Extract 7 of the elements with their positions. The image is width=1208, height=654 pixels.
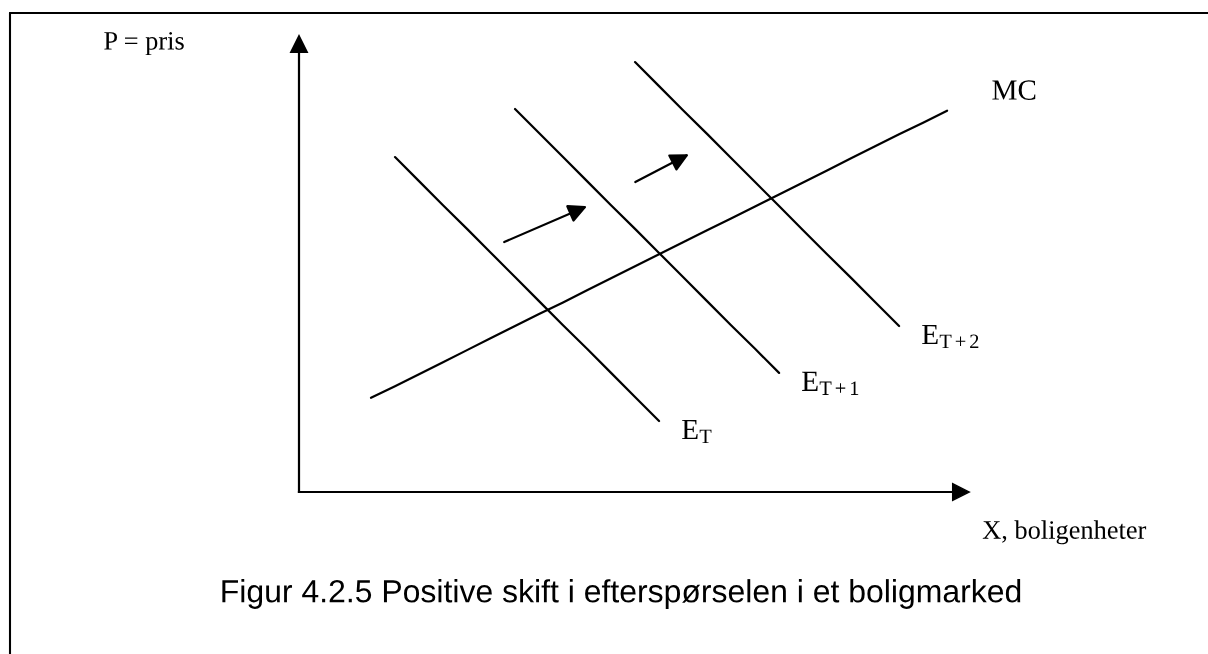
series-label: E$_{T+1}$ xyxy=(802,371,859,395)
text: Figur 4.2.5 Positive skift i efterspørselen i et boligmarked xyxy=(222,579,1021,609)
x-axis-title: X, boligenheter xyxy=(982,520,1147,545)
text: P = pris xyxy=(104,31,184,56)
series-label: E$_{T}$ xyxy=(682,419,712,444)
series-label: MC xyxy=(992,80,1036,100)
series-label: E$_{T+2}$ xyxy=(922,324,979,349)
